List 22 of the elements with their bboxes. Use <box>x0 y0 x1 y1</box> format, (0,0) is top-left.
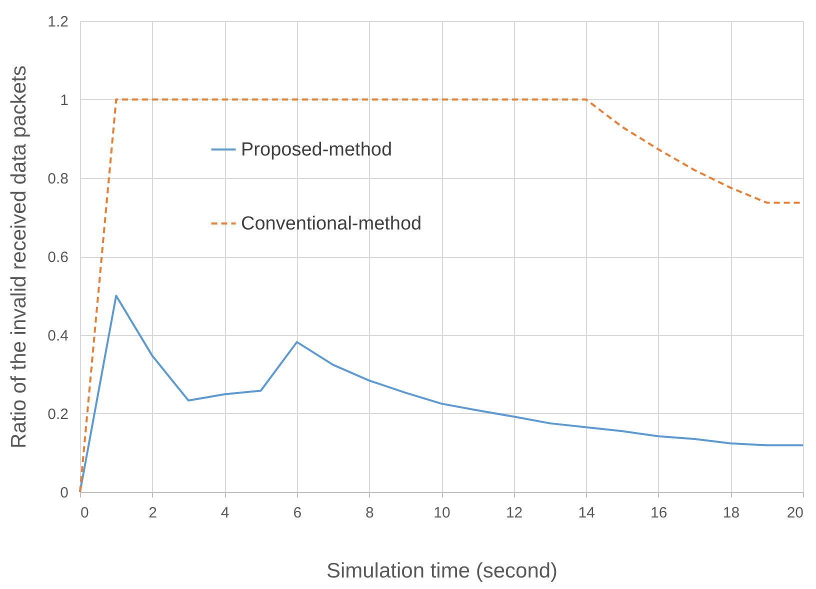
y-tick-label: 1.2 <box>48 14 68 30</box>
x-tick-label: 12 <box>506 504 523 522</box>
x-tick-label: 10 <box>434 504 450 522</box>
y-axis-title: Ratio of the invalid received data packets <box>8 66 31 448</box>
x-tick-label: 6 <box>293 504 302 522</box>
x-tick-label: 14 <box>578 504 595 522</box>
y-tick-label: 0.6 <box>48 249 68 266</box>
x-tick-label: 0 <box>80 504 89 522</box>
x-tick-label: 8 <box>366 504 374 522</box>
y-tick-label: 0.4 <box>48 328 68 344</box>
y-tick-label: 0.2 <box>48 406 68 423</box>
x-tick-label: 20 <box>786 504 804 522</box>
legend-label: Conventional-method <box>241 214 422 234</box>
x-tick-label: 16 <box>650 504 668 522</box>
x-axis-title: Simulation time (second) <box>326 560 558 582</box>
y-tick-label: 0.8 <box>48 170 68 188</box>
legend-label: Proposed-method <box>241 140 392 160</box>
x-tick-label: 18 <box>722 504 740 522</box>
x-tick-label: 2 <box>148 504 157 522</box>
x-tick-label: 4 <box>220 504 230 522</box>
y-tick-label: 1 <box>60 92 68 109</box>
y-tick-label: 0 <box>60 484 68 502</box>
